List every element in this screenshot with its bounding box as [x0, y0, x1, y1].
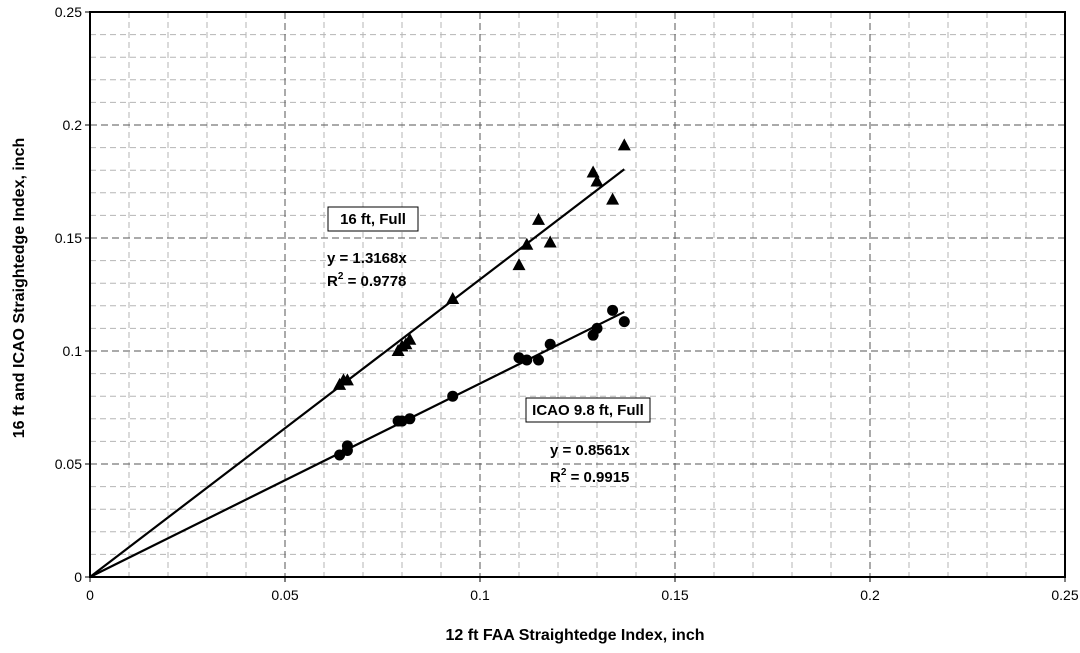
data-point-triangle: [544, 236, 557, 248]
data-point-circle: [592, 323, 603, 334]
x-tick-label: 0.1: [470, 587, 490, 603]
annotation-16ft: 16 ft, Full y = 1.3168x R2 = 0.9778: [327, 207, 418, 290]
data-point-circle: [404, 413, 415, 424]
data-point-circle: [533, 355, 544, 366]
data-point-circle: [342, 440, 353, 451]
r2-icao-prefix: R: [550, 469, 561, 486]
y-axis-title: 16 ft and ICAO Straightedge Index, inch: [11, 138, 28, 438]
minor-gridlines: [90, 12, 1065, 577]
x-tick-label: 0.2: [860, 587, 880, 603]
x-tick-label: 0.25: [1051, 587, 1078, 603]
x-axis-ticks: 0 0.05 0.1 0.15 0.2 0.25: [86, 577, 1079, 603]
data-point-circle: [619, 316, 630, 327]
series-label-16ft: 16 ft, Full: [340, 211, 406, 228]
y-tick-label: 0.05: [55, 456, 82, 472]
data-point-triangle: [513, 258, 526, 270]
y-tick-label: 0.25: [55, 4, 82, 20]
major-gridlines: [90, 12, 1065, 577]
data-point-triangle: [618, 138, 631, 150]
y-axis-ticks: 0 0.05 0.1 0.15 0.2 0.25: [55, 4, 90, 585]
annotation-icao: ICAO 9.8 ft, Full y = 0.8561x R2 = 0.991…: [526, 398, 650, 486]
data-point-circle: [447, 391, 458, 402]
series-label-icao: ICAO 9.8 ft, Full: [532, 402, 644, 419]
r2-16ft-prefix: R: [327, 273, 338, 290]
y-tick-label: 0: [74, 569, 82, 585]
trendline-icao: [90, 312, 624, 577]
x-tick-label: 0.05: [271, 587, 298, 603]
r2-icao-value: = 0.9915: [566, 469, 629, 486]
r2-16ft: R2 = 0.9778: [327, 271, 406, 290]
data-point-triangle: [606, 193, 619, 205]
data-point-triangle: [532, 213, 545, 225]
r2-icao: R2 = 0.9915: [550, 467, 629, 486]
y-tick-label: 0.2: [63, 117, 83, 133]
r2-16ft-value: = 0.9778: [343, 273, 406, 290]
data-point-circle: [521, 355, 532, 366]
plot-area-frame: [90, 12, 1065, 577]
equation-16ft: y = 1.3168x: [327, 250, 407, 267]
x-tick-label: 0.15: [661, 587, 688, 603]
data-point-triangle: [587, 165, 600, 177]
data-point-circle: [545, 339, 556, 350]
equation-icao: y = 0.8561x: [550, 442, 630, 459]
y-tick-label: 0.15: [55, 230, 82, 246]
y-tick-label: 0.1: [63, 343, 83, 359]
data-point-circle: [607, 305, 618, 316]
x-tick-label: 0: [86, 587, 94, 603]
x-axis-title: 12 ft FAA Straightedge Index, inch: [446, 627, 705, 644]
